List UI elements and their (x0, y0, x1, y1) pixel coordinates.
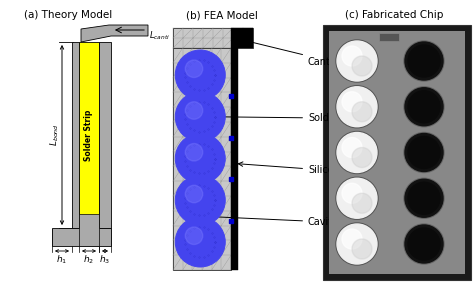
Text: $h_2$: $h_2$ (83, 254, 94, 266)
Circle shape (404, 178, 444, 218)
Circle shape (408, 228, 440, 260)
Circle shape (352, 193, 372, 213)
Circle shape (185, 144, 203, 161)
Circle shape (185, 60, 203, 77)
Bar (79, 214, 99, 246)
Text: (a) Theory Model: (a) Theory Model (24, 10, 112, 20)
Text: Silicon: Silicon (238, 162, 340, 175)
Text: $L_{canti}$: $L_{canti}$ (149, 29, 170, 42)
Bar (173, 48, 231, 270)
Circle shape (175, 175, 225, 225)
Circle shape (342, 229, 362, 249)
Bar (329, 31, 465, 274)
Bar (231, 28, 253, 48)
Text: $h_1$: $h_1$ (56, 254, 68, 266)
Circle shape (342, 138, 362, 158)
Bar (173, 28, 253, 48)
Circle shape (405, 88, 443, 126)
Text: Cavities: Cavities (185, 213, 347, 227)
Circle shape (175, 92, 225, 142)
Bar (231, 48, 238, 270)
Text: (c) Fabricated Chip: (c) Fabricated Chip (345, 10, 443, 20)
Circle shape (337, 132, 377, 173)
Bar (99, 42, 111, 228)
Bar (79, 42, 99, 228)
Circle shape (185, 227, 203, 244)
Circle shape (175, 217, 225, 267)
Circle shape (336, 177, 378, 219)
Text: $L_{bond}$: $L_{bond}$ (49, 123, 61, 147)
Circle shape (337, 87, 377, 127)
Circle shape (185, 185, 203, 203)
Circle shape (185, 102, 203, 119)
Bar (72, 42, 79, 228)
Circle shape (337, 224, 377, 264)
Circle shape (408, 182, 440, 214)
Circle shape (408, 91, 440, 123)
Text: Solder Strip: Solder Strip (84, 109, 93, 161)
Polygon shape (81, 25, 148, 42)
Circle shape (336, 223, 378, 265)
Bar (379, 33, 399, 41)
Circle shape (405, 225, 443, 263)
Circle shape (404, 224, 444, 264)
Circle shape (337, 178, 377, 218)
Circle shape (342, 183, 362, 203)
Circle shape (404, 132, 444, 173)
Text: Solder: Solder (217, 113, 339, 123)
Circle shape (352, 147, 372, 168)
Bar (323, 25, 471, 280)
Text: $h_3$: $h_3$ (100, 254, 110, 266)
Circle shape (352, 56, 372, 76)
Text: Cantilever: Cantilever (238, 38, 358, 67)
Circle shape (352, 102, 372, 122)
Circle shape (336, 40, 378, 82)
Circle shape (408, 45, 440, 77)
Circle shape (337, 41, 377, 81)
Text: (b) FEA Model: (b) FEA Model (186, 10, 258, 20)
Bar (52, 228, 111, 246)
Circle shape (405, 134, 443, 171)
Circle shape (352, 239, 372, 259)
Circle shape (404, 87, 444, 127)
Circle shape (336, 131, 378, 173)
Circle shape (405, 42, 443, 80)
Circle shape (408, 136, 440, 168)
Circle shape (336, 86, 378, 128)
Circle shape (404, 41, 444, 81)
Circle shape (342, 46, 362, 66)
Circle shape (175, 50, 225, 100)
Circle shape (405, 179, 443, 217)
Circle shape (175, 134, 225, 184)
Circle shape (342, 92, 362, 112)
